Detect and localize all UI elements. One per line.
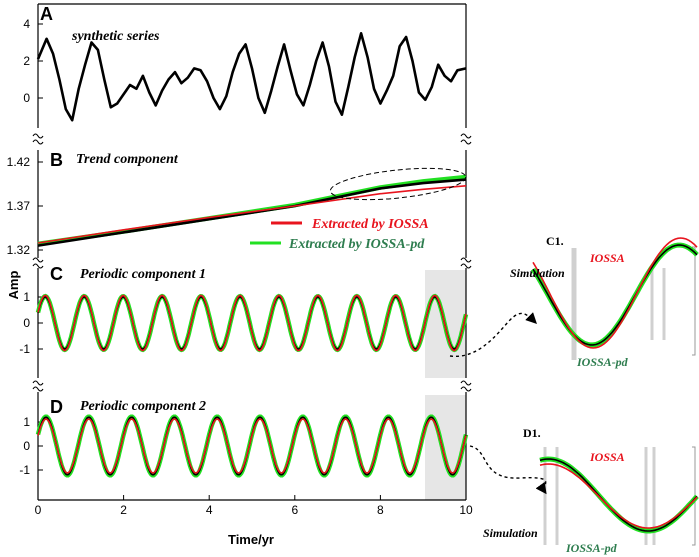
axis-break-mark (32, 133, 44, 145)
x-tick-label: 10 (459, 503, 473, 517)
panel-d-letter: D (50, 397, 63, 417)
axis-break-mark (32, 380, 44, 392)
panel-d-shade (425, 395, 466, 500)
x-tick-label: 8 (377, 503, 384, 517)
panel-a-letter: A (40, 4, 53, 24)
arrow-to-d1 (469, 445, 547, 495)
panel-a-title: synthetic series (71, 29, 160, 44)
y-tick-label: 1.42 (7, 155, 31, 169)
inset-d1-iossapd: IOSSA-pd (565, 541, 618, 555)
series-trend-iossa (37, 185, 467, 244)
panel-c-title: Periodic component 1 (80, 267, 206, 282)
y-tick-label: 0 (23, 316, 30, 330)
arrow-to-c1 (449, 312, 537, 357)
x-tick-label: 0 (35, 503, 42, 517)
inset-c1-simulation: Simulation (510, 266, 565, 280)
y-tick-label: 1 (23, 415, 30, 429)
y-tick-label: 1 (23, 290, 30, 304)
inset-d1-iossa: IOSSA (589, 450, 625, 464)
y-tick-label: 1.37 (7, 199, 31, 213)
panel-b-letter: B (50, 150, 63, 170)
y-tick-label: -1 (19, 463, 30, 477)
axis-break-mark (460, 380, 472, 392)
panel-c-letter: C (50, 264, 63, 284)
series-synthetic (36, 31, 467, 122)
axis-break-mark (460, 133, 472, 145)
y-axis-label: Amp (6, 270, 21, 299)
inset-c1-simulation-line (532, 244, 698, 346)
y-tick-label: -1 (19, 342, 30, 356)
panel-d-title: Periodic component 2 (80, 399, 206, 414)
axis-break-mark (460, 257, 472, 269)
inset-c1-iossa: IOSSA (589, 251, 625, 265)
x-tick-label: 4 (206, 503, 213, 517)
inset-d1-simulation: Simulation (483, 526, 538, 540)
y-tick-label: 2 (23, 54, 30, 68)
y-tick-label: 1.32 (7, 243, 31, 257)
axis-break-mark (32, 257, 44, 269)
inset-c1-bracket (692, 246, 696, 356)
highlight-ellipse (329, 167, 467, 201)
legend-iossa-label: Extracted by IOSSA (311, 217, 429, 232)
y-tick-label: 4 (23, 17, 30, 31)
inset-c1-iossa-line (532, 237, 698, 349)
inset-d1-simulation-line (539, 458, 698, 532)
series-periodic2-iossa (37, 418, 467, 474)
legend-iossapd-label: Extracted by IOSSA-pd (288, 237, 425, 252)
inset-c1-iossapd: IOSSA-pd (576, 355, 629, 369)
x-tick-label: 2 (120, 503, 127, 517)
x-tick-label: 6 (291, 503, 298, 517)
inset-d1-label: D1. (523, 426, 541, 440)
y-tick-label: 0 (23, 91, 30, 105)
inset-d1-iossa-line (539, 463, 698, 529)
inset-c1-label: C1. (546, 234, 564, 248)
y-tick-label: 0 (23, 439, 30, 453)
x-axis-label: Time/yr (228, 532, 274, 547)
panel-b-title: Trend component (76, 152, 179, 167)
series-periodic1-iossa (37, 294, 467, 352)
